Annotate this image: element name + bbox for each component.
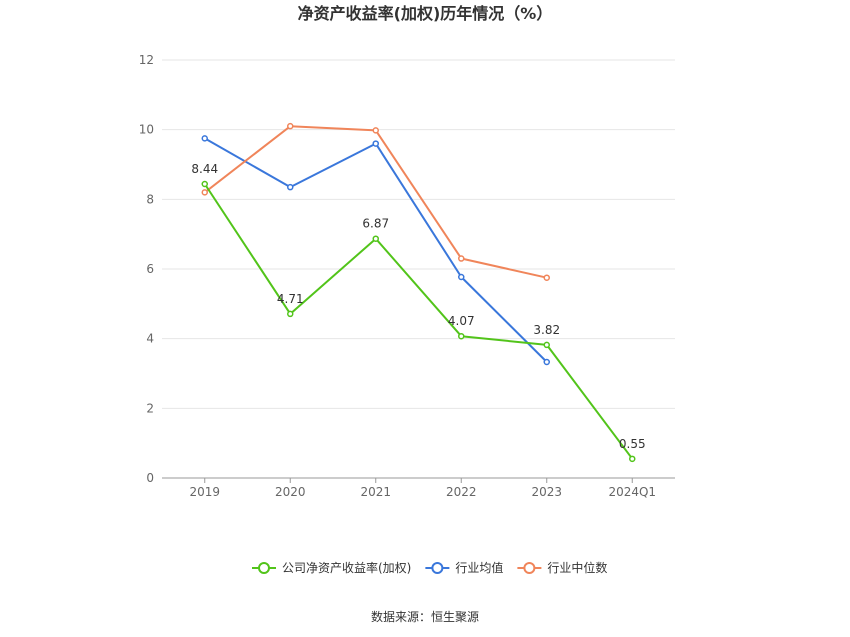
y-axis: 0 2 4 6 8 10 12 [139, 53, 154, 485]
x-tick-label: 2023 [531, 485, 562, 499]
source-note: 数据来源：恒生聚源 [371, 609, 479, 624]
series-layer [201, 122, 636, 463]
x-tick-label: 2019 [189, 485, 220, 499]
data-point-0 [372, 235, 379, 242]
y-tick-label: 0 [146, 471, 154, 485]
y-tick-label: 4 [146, 332, 154, 346]
legend-label: 行业中位数 [547, 560, 607, 575]
legend-marker [523, 562, 536, 574]
x-tick-label: 2024Q1 [608, 485, 656, 499]
y-tick-label: 10 [139, 123, 154, 137]
data-point-2 [543, 274, 550, 281]
data-point-0 [458, 332, 465, 340]
data-label: 6.87 [362, 217, 389, 231]
y-tick-label: 6 [146, 262, 154, 276]
y-tick-label: 2 [146, 401, 154, 415]
legend-marker [431, 562, 444, 574]
x-axis: 2019 2020 2021 2022 2023 2024Q1 [162, 477, 675, 499]
data-point-1 [372, 140, 379, 147]
chart-title: 净资产收益率(加权)历年情况（%） [298, 4, 553, 23]
data-point-1 [543, 358, 550, 366]
data-point-0 [629, 455, 636, 463]
data-point-1 [201, 135, 208, 142]
data-labels: 8.44 4.71 6.87 4.07 3.82 0.55 [191, 162, 645, 451]
data-point-0 [287, 310, 294, 318]
data-point-2 [458, 255, 465, 262]
series-line-0 [203, 183, 634, 460]
series-line-1 [204, 137, 548, 363]
data-label: 4.71 [277, 292, 304, 306]
data-point-1 [287, 183, 294, 191]
data-point-2 [372, 127, 379, 134]
legend-item-2[interactable]: 行业中位数 [517, 560, 607, 575]
grid-lines [162, 59, 675, 409]
series-line-2 [204, 125, 548, 279]
data-point-1 [458, 273, 465, 281]
y-tick-label: 8 [146, 192, 154, 206]
data-point-2 [201, 189, 208, 196]
legend-item-1[interactable]: 行业均值 [425, 560, 503, 575]
data-point-0 [201, 180, 208, 188]
data-label: 8.44 [191, 162, 218, 176]
legend-label: 公司净资产收益率(加权) [282, 560, 411, 575]
data-label: 4.07 [448, 314, 475, 328]
data-label: 3.82 [533, 323, 560, 337]
x-tick-label: 2021 [360, 485, 391, 499]
x-tick-label: 2020 [275, 485, 306, 499]
data-label: 0.55 [619, 437, 646, 451]
legend: 公司净资产收益率(加权) 行业均值 行业中位数 [252, 560, 607, 575]
legend-item-0[interactable]: 公司净资产收益率(加权) [252, 560, 411, 575]
x-tick-label: 2022 [446, 485, 477, 499]
data-point-0 [543, 341, 550, 349]
data-point-2 [287, 122, 294, 130]
y-tick-label: 12 [139, 53, 154, 67]
legend-marker [258, 562, 270, 574]
legend-label: 行业均值 [455, 560, 503, 575]
